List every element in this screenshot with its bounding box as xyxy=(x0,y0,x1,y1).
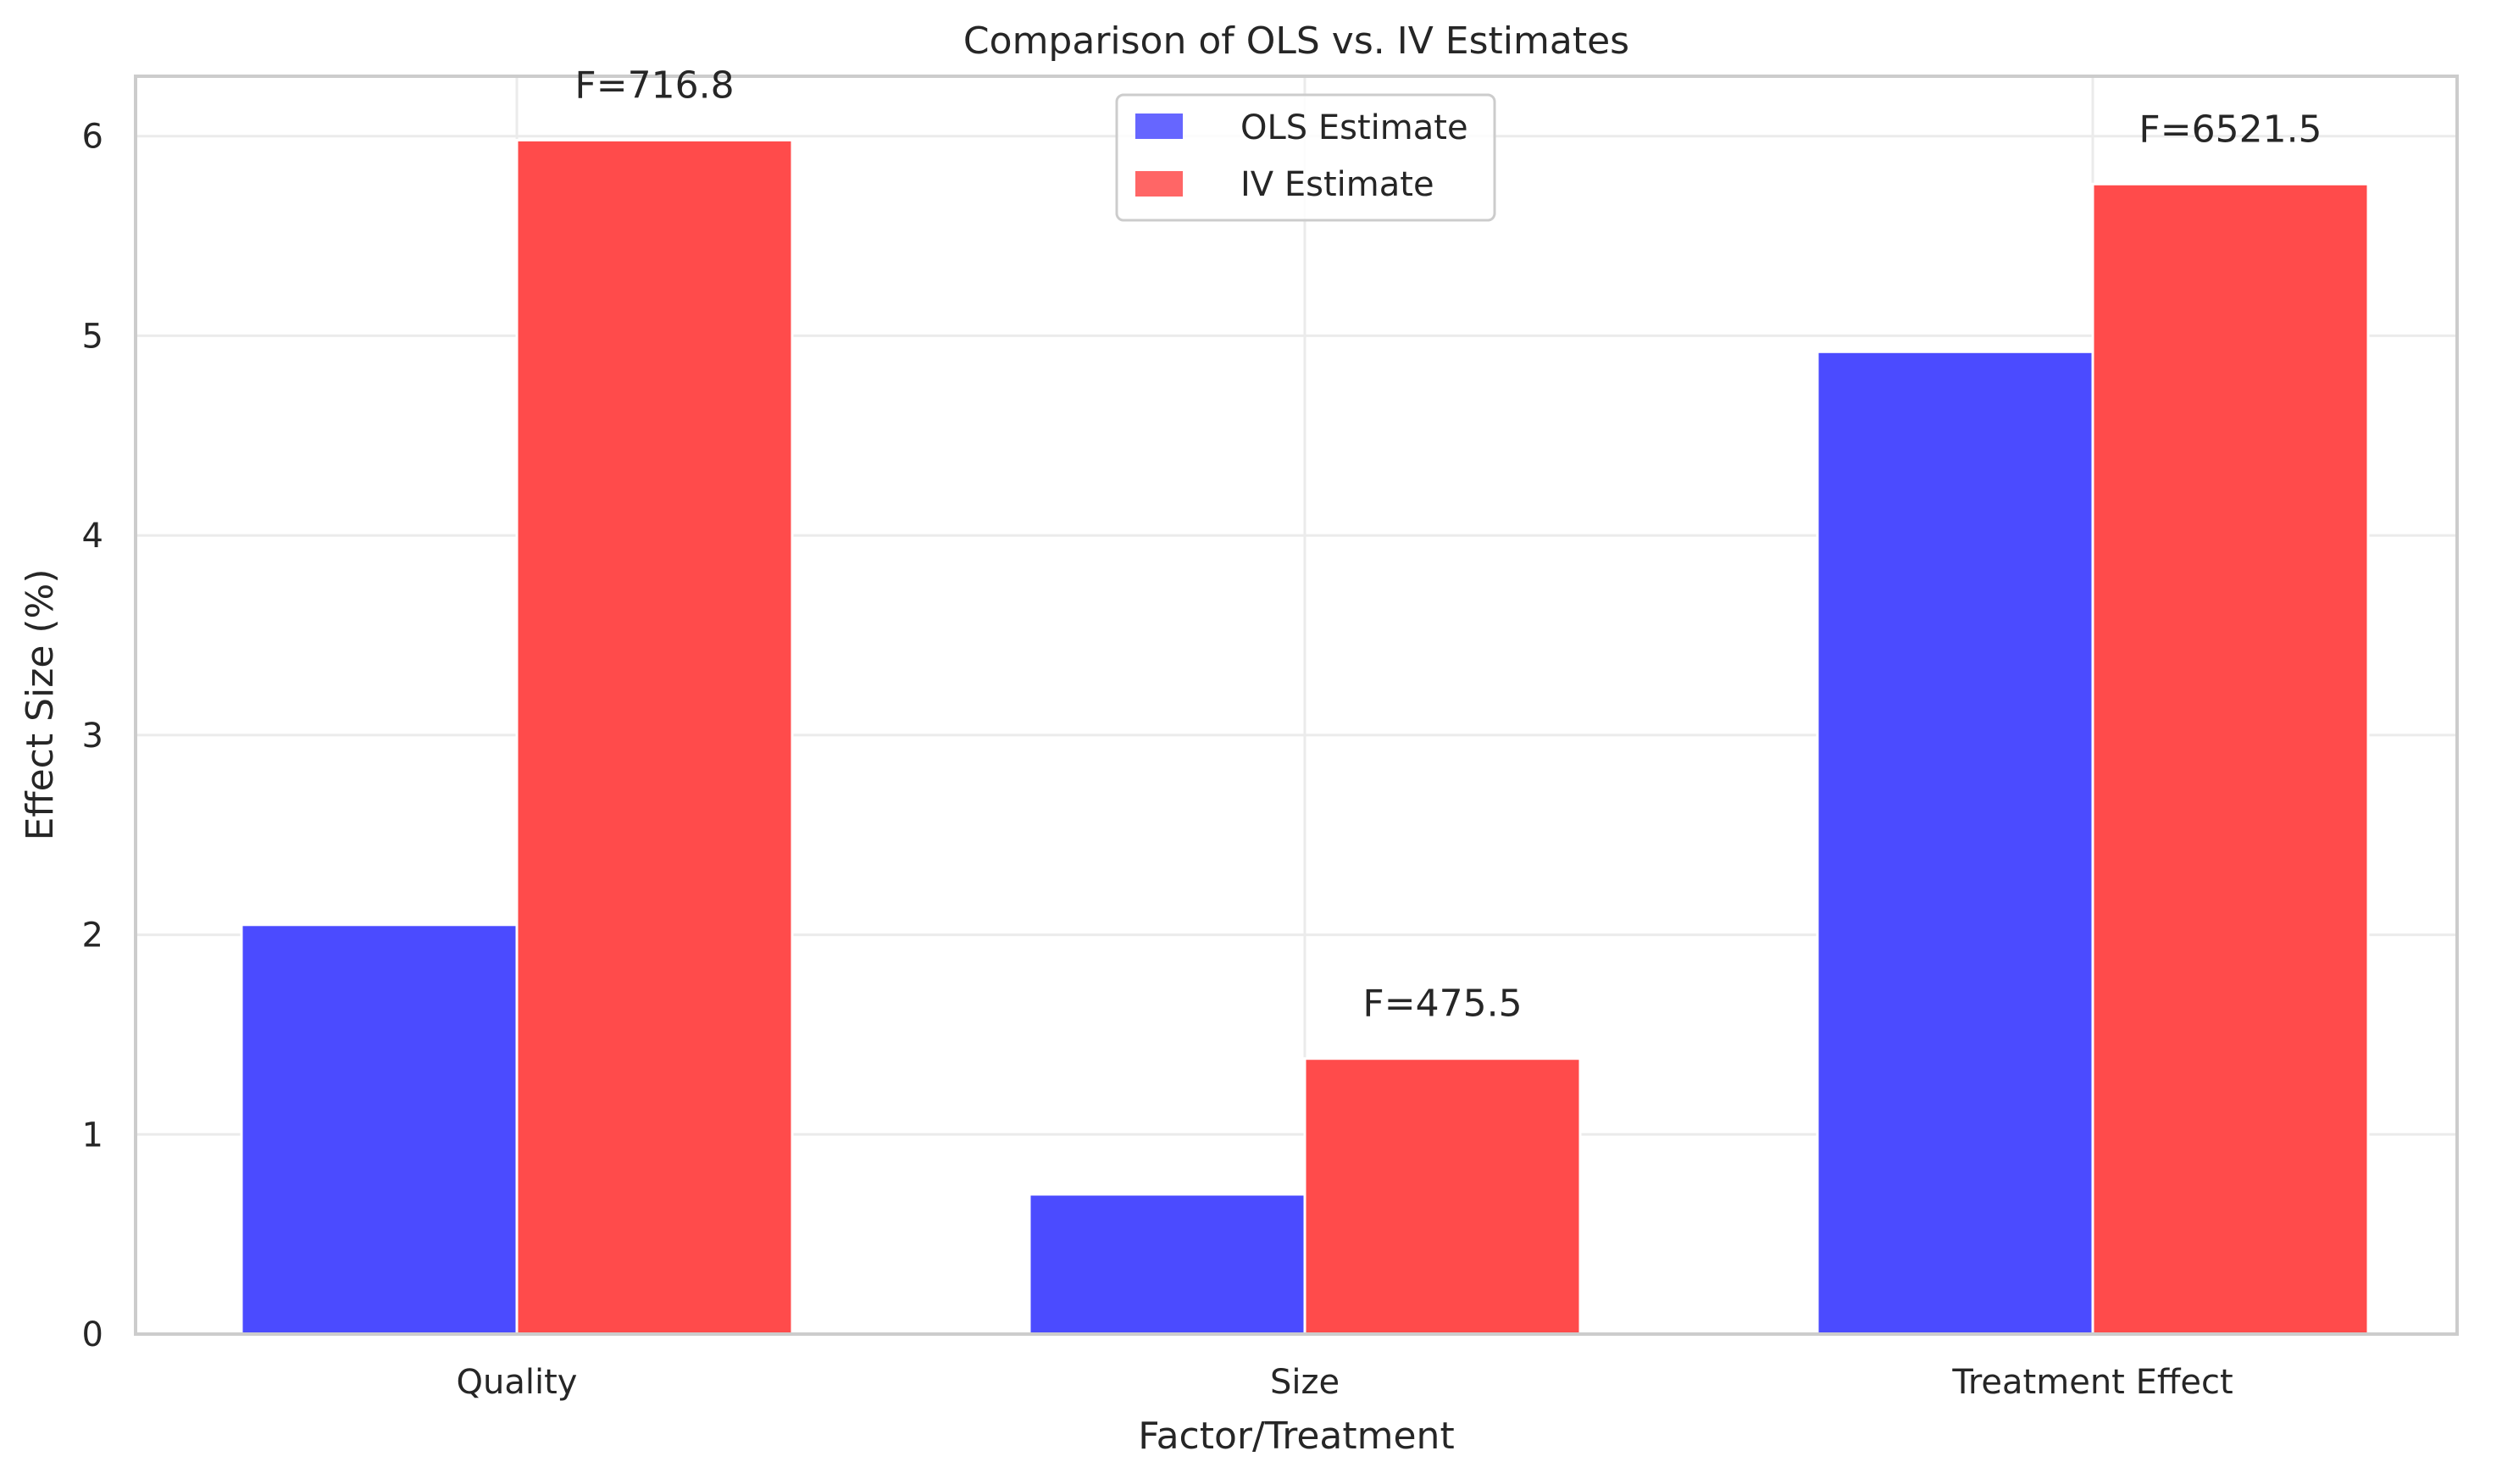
bar-ols xyxy=(1816,350,2094,1336)
legend-label-iv: IV Estimate xyxy=(1240,165,1434,204)
bars xyxy=(240,138,2370,1336)
x-tick-label: Treatment Effect xyxy=(1951,1363,2233,1402)
legend-label-ols: OLS Estimate xyxy=(1240,108,1468,147)
y-tick-label: 3 xyxy=(82,717,103,756)
y-tick-label: 1 xyxy=(82,1116,103,1155)
legend: OLS Estimate IV Estimate xyxy=(1115,93,1496,222)
legend-box xyxy=(1115,93,1496,222)
legend-swatch-iv xyxy=(1135,171,1183,197)
y-tick-label: 4 xyxy=(82,517,103,556)
x-tick-label: Size xyxy=(1270,1363,1340,1402)
y-tick-label: 5 xyxy=(82,317,103,356)
y-axis-label: Effect Size (%) xyxy=(19,568,62,840)
y-tick-label: 6 xyxy=(82,118,103,157)
x-tick-label: Quality xyxy=(457,1363,578,1402)
data-labels: F=716.8 F=475.5 F=6521.5 xyxy=(574,64,2322,1025)
y-tick-label: 2 xyxy=(82,916,103,955)
x-axis-label: Factor/Treatment xyxy=(1138,1415,1454,1458)
bar-iv xyxy=(515,138,794,1336)
f-stat-label: F=475.5 xyxy=(1362,983,1522,1026)
plot-frame xyxy=(134,75,2459,1336)
legend-swatch-ols xyxy=(1135,114,1183,139)
bar-ols xyxy=(240,923,519,1336)
bar-ols xyxy=(1028,1193,1306,1336)
f-stat-label: F=716.8 xyxy=(574,64,734,107)
chart-title: Comparison of OLS vs. IV Estimates xyxy=(963,19,1629,63)
tick-labels: 0 1 2 3 4 5 6 Quality Size Treatment Effect xyxy=(82,118,2233,1402)
bar-iv xyxy=(1303,1057,1582,1336)
y-tick-label: 0 xyxy=(82,1315,103,1354)
bar-iv xyxy=(2091,182,2370,1336)
f-stat-label: F=6521.5 xyxy=(2139,108,2322,151)
